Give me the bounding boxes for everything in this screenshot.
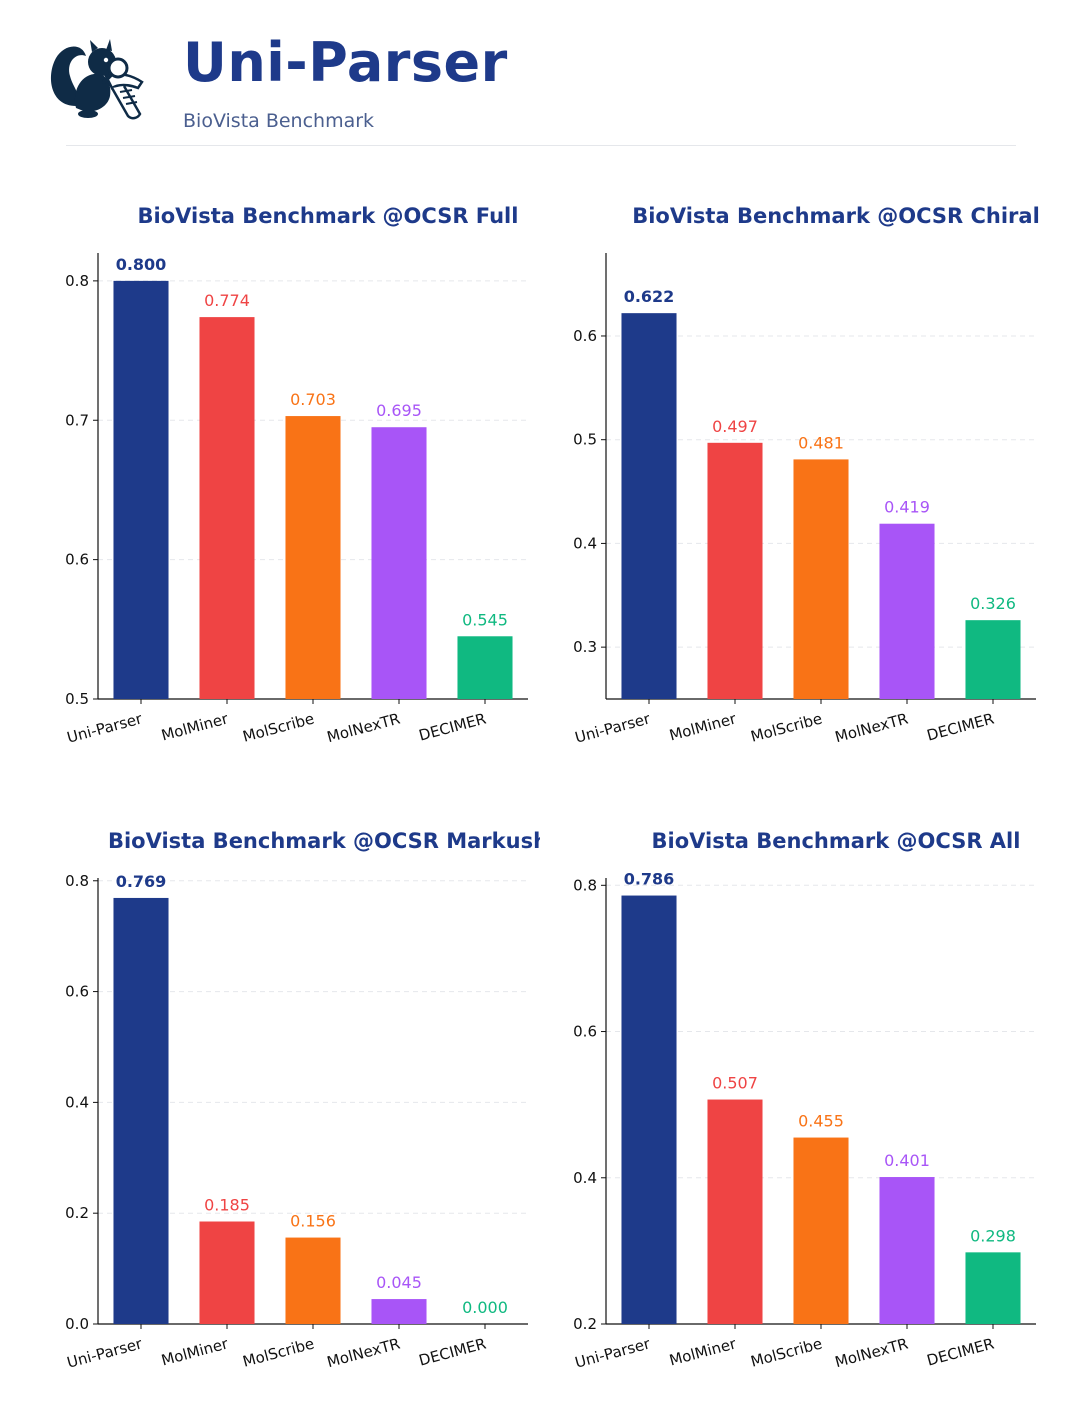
y-tick-label: 0.6 [573,1023,597,1041]
y-tick-label: 0.5 [573,431,597,449]
value-label-molminer: 0.185 [204,1196,250,1215]
chart-ocsr-full: BioVista Benchmark @OCSR Full 0.5 0.6 0.7 0.… [65,204,528,747]
y-tick-label: 0.4 [573,1169,597,1187]
value-label-decimer: 0.545 [462,610,508,629]
bar-molnextr [879,1177,935,1324]
page-subtitle: BioVista Benchmark [183,110,375,132]
category-label-molscribe: MolScribe [749,709,824,745]
value-label-uni-parser: 0.786 [624,870,675,889]
category-label-uni-parser: Uni-Parser [573,709,653,747]
bar-molscribe [285,416,341,699]
chart-title: BioVista Benchmark @OCSR Chiral [632,204,1040,228]
value-label-molnextr: 0.695 [376,401,422,420]
chart-ocsr-markush: BioVista Benchmark @OCSR Markush 0.0 0.2 0.… [65,829,540,1372]
chart-panel-all: BioVista Benchmark @OCSR All 0.2 0.4 0.6 0.8… [508,810,1048,1410]
value-label-molnextr: 0.045 [376,1273,422,1292]
y-tick-label: 0.6 [573,327,597,345]
chart-panel-markush: BioVista Benchmark @OCSR Markush 0.0 0.2 0.… [0,810,540,1410]
category-label-molminer: MolMiner [159,709,230,744]
page-title: Uni-Parser [183,31,508,94]
value-label-molminer: 0.507 [712,1074,758,1093]
category-label-decimer: DECIMER [925,1334,996,1369]
chart-title: BioVista Benchmark @OCSR Full [138,204,519,228]
header-divider [66,145,1016,146]
y-tick-label: 0.8 [65,272,89,290]
bar-molnextr [371,427,427,699]
chart-ocsr-chiral: BioVista Benchmark @OCSR Chiral 0.3 0.4 0.5… [573,204,1040,747]
chart-title: BioVista Benchmark @OCSR Markush [108,829,540,853]
y-tick-label: 0.4 [65,1093,89,1111]
value-label-decimer: 0.298 [970,1226,1016,1245]
value-label-molscribe: 0.455 [798,1112,844,1131]
bar-molscribe [793,1137,849,1324]
value-label-molnextr: 0.419 [884,498,930,517]
chart-panel-full: BioVista Benchmark @OCSR Full 0.5 0.6 0.7 0.… [0,185,540,785]
value-label-uni-parser: 0.769 [116,872,167,891]
value-label-molminer: 0.774 [204,291,250,310]
bar-uni-parser [621,895,677,1324]
value-label-decimer: 0.326 [970,594,1016,613]
value-label-molscribe: 0.156 [290,1212,336,1231]
category-label-molscribe: MolScribe [241,1334,316,1370]
category-label-uni-parser: Uni-Parser [65,709,145,747]
bar-molnextr [371,1299,427,1324]
bar-molminer [707,1099,763,1324]
category-label-molnextr: MolNexTR [833,709,910,746]
y-tick-label: 0.7 [65,411,89,429]
category-label-molminer: MolMiner [667,1334,738,1369]
category-label-decimer: DECIMER [417,1334,488,1369]
category-label-molminer: MolMiner [667,709,738,744]
y-tick-label: 0.5 [65,690,89,708]
bar-molminer [199,317,255,699]
y-tick-label: 0.3 [573,638,597,656]
value-label-decimer: 0.000 [462,1298,508,1317]
bar-molscribe [285,1237,341,1324]
bar-decimer [965,1252,1021,1324]
value-label-molscribe: 0.703 [290,390,336,409]
y-tick-label: 0.6 [65,983,89,1001]
page-header: Uni-Parser BioVista Benchmark [0,0,1080,150]
value-label-uni-parser: 0.800 [116,255,167,274]
category-label-molnextr: MolNexTR [325,709,402,746]
bar-uni-parser [113,897,169,1324]
category-label-molnextr: MolNexTR [833,1334,910,1371]
bar-molminer [199,1221,255,1324]
chart-panel-chiral: BioVista Benchmark @OCSR Chiral 0.3 0.4 0.5… [508,185,1048,785]
bar-uni-parser [113,280,169,699]
chart-ocsr-all: BioVista Benchmark @OCSR All 0.2 0.4 0.6 0.8… [573,829,1036,1372]
y-tick-label: 0.8 [573,876,597,894]
value-label-molscribe: 0.481 [798,433,844,452]
bar-molscribe [793,459,849,699]
category-label-molminer: MolMiner [159,1334,230,1369]
category-label-molscribe: MolScribe [749,1334,824,1370]
value-label-molnextr: 0.401 [884,1151,930,1170]
y-tick-label: 0.0 [65,1315,89,1333]
y-tick-label: 0.6 [65,551,89,569]
y-tick-label: 0.2 [573,1315,597,1333]
chart-title: BioVista Benchmark @OCSR All [652,829,1021,853]
category-label-decimer: DECIMER [417,709,488,744]
value-label-molminer: 0.497 [712,417,758,436]
category-label-uni-parser: Uni-Parser [65,1334,145,1372]
bar-decimer [965,620,1021,699]
category-label-molnextr: MolNexTR [325,1334,402,1371]
value-label-uni-parser: 0.622 [624,287,675,306]
y-tick-label: 0.2 [65,1204,89,1222]
category-label-molscribe: MolScribe [241,709,316,745]
category-label-uni-parser: Uni-Parser [573,1334,653,1372]
bar-uni-parser [621,313,677,699]
bar-molnextr [879,523,935,699]
bar-decimer [457,636,513,699]
category-label-decimer: DECIMER [925,709,996,744]
bar-molminer [707,442,763,699]
y-tick-label: 0.8 [65,872,89,890]
squirrel-reading-scroll-icon [50,39,144,120]
y-tick-label: 0.4 [573,534,597,552]
